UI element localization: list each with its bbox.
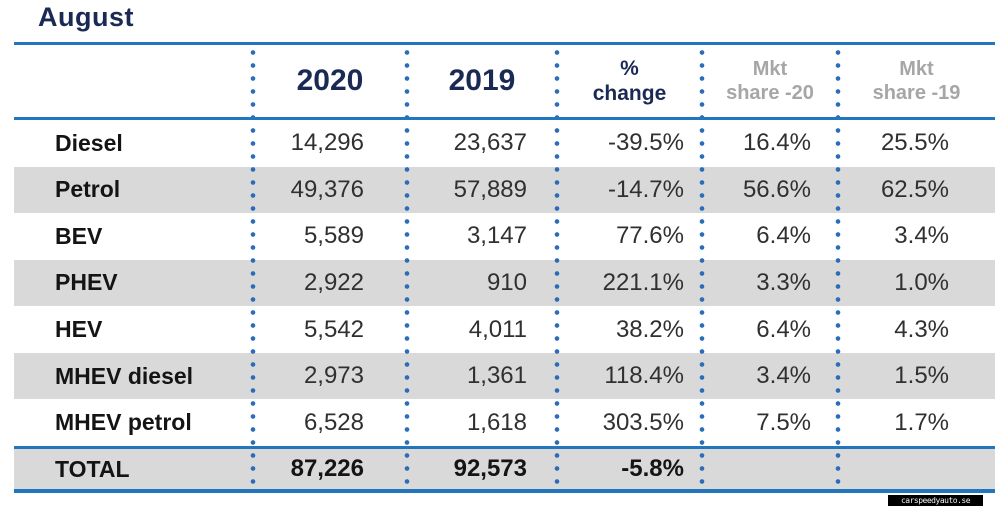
top-rule <box>14 42 995 45</box>
cell-mkt20: 56.6% <box>702 166 838 214</box>
cell-change: 77.6% <box>615 222 684 250</box>
cell-mkt19: 1.0% <box>838 259 995 307</box>
cell-2019: 57,889 <box>407 166 557 214</box>
cell-change: 303.5% <box>602 408 684 436</box>
table-header: 2020 2019 % change Mkt share -20 Mkt sha… <box>14 45 995 117</box>
row-label: Diesel <box>55 129 123 156</box>
col-header-2020: 2020 <box>296 64 364 97</box>
cell-mkt19: 62.5% <box>838 166 995 214</box>
cell-2020: 14,296 <box>290 129 364 157</box>
total-change: -5.8% <box>557 449 702 489</box>
cell-2020: 49,376 <box>253 166 407 214</box>
cell-2019: 3,147 <box>466 222 527 250</box>
total-mkt19 <box>838 449 995 489</box>
cell-2020: 5,542 <box>303 315 364 343</box>
total-2019: 92,573 <box>407 449 557 489</box>
pct-change-line1: % <box>620 56 639 80</box>
col-header-2019: 2019 <box>448 64 516 97</box>
bottom-rule <box>14 489 995 493</box>
cell-mkt19: 1.5% <box>838 352 995 400</box>
dotted-separator <box>404 42 410 492</box>
col-header-blank <box>14 45 253 117</box>
cell-change: 118.4% <box>557 352 702 400</box>
total-2020: 87,226 <box>253 449 407 489</box>
col-header-mkt-share-20: Mkt share -20 <box>702 45 838 117</box>
cell-change: -39.5% <box>607 129 684 157</box>
cell-2019: 1,361 <box>407 352 557 400</box>
total-mkt20 <box>702 449 838 489</box>
table-total-row: TOTAL 87,226 92,573 -5.8% <box>14 449 995 489</box>
total-top-rule <box>14 446 995 449</box>
cell-mkt20: 3.3% <box>702 259 838 307</box>
cell-change: -14.7% <box>557 166 702 214</box>
col-header-pct-change: % change <box>557 45 702 117</box>
cell-2019: 1,618 <box>466 408 527 436</box>
mkt-share-20-line2: share -20 <box>726 82 814 104</box>
dotted-separator <box>250 42 256 492</box>
mkt-share-19-line1: Mkt <box>899 58 934 80</box>
cell-change: 221.1% <box>557 259 702 307</box>
cell-mkt19: 4.3% <box>894 315 949 343</box>
cell-2019: 23,637 <box>453 129 527 157</box>
pct-change-line2: change <box>592 82 667 105</box>
cell-2020: 6,528 <box>303 408 364 436</box>
cell-mkt19: 1.7% <box>894 408 949 436</box>
cell-mkt19: 3.4% <box>894 222 949 250</box>
dotted-separator <box>699 42 705 492</box>
table-body: Diesel 14,296 23,637 -39.5% 16.4% 25.5% … <box>14 120 995 446</box>
cell-2019: 4,011 <box>468 315 527 343</box>
cell-mkt20: 7.5% <box>756 408 811 436</box>
cell-2020: 5,589 <box>303 222 364 250</box>
cell-mkt19: 25.5% <box>880 129 949 157</box>
mkt-share-19-line2: share -19 <box>872 82 961 104</box>
mkt-share-20-line1: Mkt <box>752 58 788 80</box>
cell-2019: 910 <box>407 259 557 307</box>
row-label: MHEV diesel <box>14 352 253 400</box>
page-title: August <box>38 2 134 32</box>
dotted-separator <box>835 42 841 492</box>
cell-mkt20: 6.4% <box>756 315 811 343</box>
cell-2020: 2,973 <box>253 352 407 400</box>
row-label: PHEV <box>14 259 253 307</box>
row-label: HEV <box>55 316 103 343</box>
dotted-separator <box>554 42 560 492</box>
header-rule <box>14 117 995 120</box>
cell-change: 38.2% <box>615 315 684 343</box>
cell-mkt20: 3.4% <box>702 352 838 400</box>
row-label: MHEV petrol <box>55 409 192 436</box>
col-header-mkt-share-19: Mkt share -19 <box>838 45 995 117</box>
row-label: Petrol <box>14 166 253 214</box>
total-label: TOTAL <box>14 449 253 489</box>
watermark: carspeedyauto.se <box>888 495 983 506</box>
cell-mkt20: 16.4% <box>742 129 811 157</box>
row-label: BEV <box>55 222 103 249</box>
cell-mkt20: 6.4% <box>756 222 811 250</box>
cell-2020: 2,922 <box>253 259 407 307</box>
